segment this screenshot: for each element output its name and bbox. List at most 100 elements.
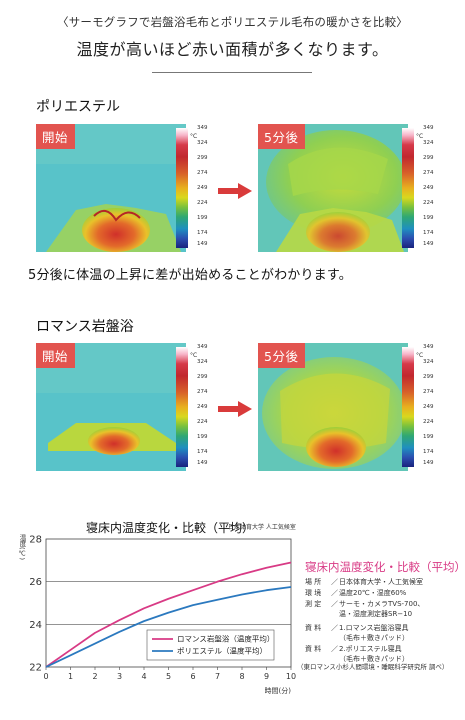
y-tick-label: 28 (29, 535, 42, 546)
x-tick-label: 10 (286, 672, 296, 681)
arrow-right-icon (218, 401, 252, 417)
scale-unit-label: °C (416, 352, 424, 359)
scale-tick-label: 299 (197, 155, 208, 161)
x-axis-label: 時間(分) (265, 686, 292, 695)
info-row-label: 測 定 (305, 600, 322, 608)
scale-gradient (402, 347, 414, 467)
info-row-continuation: （毛布＋敷きパッド） (305, 654, 409, 664)
scale-tick-label: 274 (197, 170, 208, 176)
y-tick-label: 22 (29, 663, 42, 674)
scale-unit-label: °C (190, 352, 198, 359)
y-tick-label: 24 (29, 620, 42, 631)
header-title: 温度が高いほど赤い面積が多くなります。 (76, 40, 389, 59)
info-row: 測 定 ／サーモ・カメラTVS-700、 (305, 599, 424, 609)
x-tick-label: 2 (92, 672, 97, 681)
series-line-romance (45, 561, 292, 668)
info-row-value: 2.ポリエステル寝具 (339, 645, 402, 653)
temperature-scale: °C 349 324 299 274 249 224 199 174 149 (176, 124, 214, 252)
info-row-continuation: （毛布＋敷きパッド） (305, 633, 409, 643)
scale-tick-label: 324 (423, 359, 434, 365)
scale-tick-label: 274 (197, 389, 208, 395)
x-tick-label: 1 (68, 672, 73, 681)
scale-tick-label: 149 (197, 241, 208, 247)
scale-tick-label: 274 (423, 170, 434, 176)
scale-tick-label: 149 (423, 460, 434, 466)
scale-tick-label: 199 (197, 434, 208, 440)
scale-gradient (402, 128, 414, 248)
scale-tick-label: 324 (197, 359, 208, 365)
info-row-label: 環 境 (305, 589, 322, 597)
section-title-romance: ロマンス岩盤浴 (36, 319, 134, 335)
info-row-separator: ／ (331, 645, 338, 653)
scale-tick-label: 299 (423, 155, 434, 161)
x-tick-label: 3 (117, 672, 122, 681)
info-row: 環 境 ／温度20℃・湿度60% (305, 588, 406, 598)
info-row-label: 場 所 (305, 578, 322, 586)
scale-tick-label: 349 (197, 125, 208, 131)
y-tick-label: 26 (29, 577, 42, 588)
scale-tick-label: 349 (423, 344, 434, 350)
scale-tick-label: 274 (423, 389, 434, 395)
info-row-continuation-text: （毛布＋敷きパッド） (339, 655, 409, 663)
info-row: 資 料 ／1.ロマンス岩盤浴寝具 (305, 623, 409, 633)
info-row: 資 料 ／2.ポリエステル寝具 (305, 644, 402, 654)
scale-tick-label: 224 (197, 419, 208, 425)
scale-tick-label: 224 (197, 200, 208, 206)
scale-tick-label: 199 (423, 434, 434, 440)
section-title-polyester: ポリエステル (36, 99, 120, 115)
scale-tick-label: 149 (423, 241, 434, 247)
scale-tick-label: 349 (423, 125, 434, 131)
scale-tick-label: 299 (423, 374, 434, 380)
scale-tick-label: 249 (423, 404, 434, 410)
arrow-right-icon (218, 183, 252, 199)
x-tick-label: 6 (190, 672, 195, 681)
legend-box (146, 629, 275, 661)
scale-tick-label: 199 (423, 215, 434, 221)
info-row-label: 資 料 (305, 624, 322, 632)
info-title: 寝床内温度変化・比較（平均） (305, 560, 465, 574)
scale-tick-label: 224 (423, 200, 434, 206)
scale-tick-label: 249 (197, 404, 208, 410)
temperature-scale: °C 349 324 299 274 249 224 199 174 149 (402, 343, 440, 471)
temperature-line-chart: 22 24 26 28 0 1 2 3 4 5 6 7 8 9 10 温度(℃) 時間(分) ロマンス岩盤浴（温度… (18, 533, 296, 695)
scale-tick-label: 324 (423, 140, 434, 146)
scale-tick-label: 249 (197, 185, 208, 191)
badge-5min: 5分後 (258, 124, 306, 149)
scale-tick-label: 349 (197, 344, 208, 350)
info-row-separator: ／ (331, 600, 338, 608)
scale-unit-label: °C (190, 133, 198, 140)
info-row: 場 所 ／日本体育大学・人工気候室 (305, 577, 423, 587)
scale-tick-label: 149 (197, 460, 208, 466)
y-axis-label: 温度(℃) (18, 533, 26, 560)
thermo-image-polyester-start: 開始 (36, 124, 186, 252)
info-row-continuation-text: （毛布＋敷きパッド） (339, 634, 409, 642)
x-tick-label: 4 (141, 672, 146, 681)
scale-tick-label: 174 (197, 449, 208, 455)
info-row-value: 1.ロマンス岩盤浴寝具 (339, 624, 409, 632)
temperature-scale: °C 349 324 299 274 249 224 199 174 149 (402, 124, 440, 252)
info-row-separator: ／ (331, 578, 338, 586)
thermo-image-polyester-5min: 5分後 (258, 124, 408, 252)
x-tick-label: 5 (166, 672, 171, 681)
info-row-separator: ／ (331, 589, 338, 597)
scale-tick-label: 249 (423, 185, 434, 191)
info-row-continuation-text: 温・湿度測定器SR−10 (339, 610, 413, 618)
legend-label: ポリエステル（温度平均） (177, 646, 267, 656)
series-line-polyester (45, 586, 292, 668)
info-row-label: 資 料 (305, 645, 322, 653)
legend-label: ロマンス岩盤浴（温度平均） (177, 634, 274, 644)
scale-unit-label: °C (416, 133, 424, 140)
temperature-scale: °C 349 324 299 274 249 224 199 174 149 (176, 343, 214, 471)
info-row-value: サーモ・カメラTVS-700、 (339, 600, 425, 608)
badge-5min: 5分後 (258, 343, 306, 368)
scale-tick-label: 224 (423, 419, 434, 425)
badge-start: 開始 (36, 124, 76, 149)
info-row-value: 日本体育大学・人工気候室 (339, 578, 423, 586)
scale-tick-label: 299 (197, 374, 208, 380)
info-row-separator: ／ (331, 624, 338, 632)
thermo-image-romance-5min: 5分後 (258, 343, 408, 471)
scale-gradient (176, 128, 188, 248)
x-tick-label: 7 (215, 672, 220, 681)
thermo-image-romance-start: 開始 (36, 343, 186, 471)
scale-tick-label: 174 (423, 230, 434, 236)
